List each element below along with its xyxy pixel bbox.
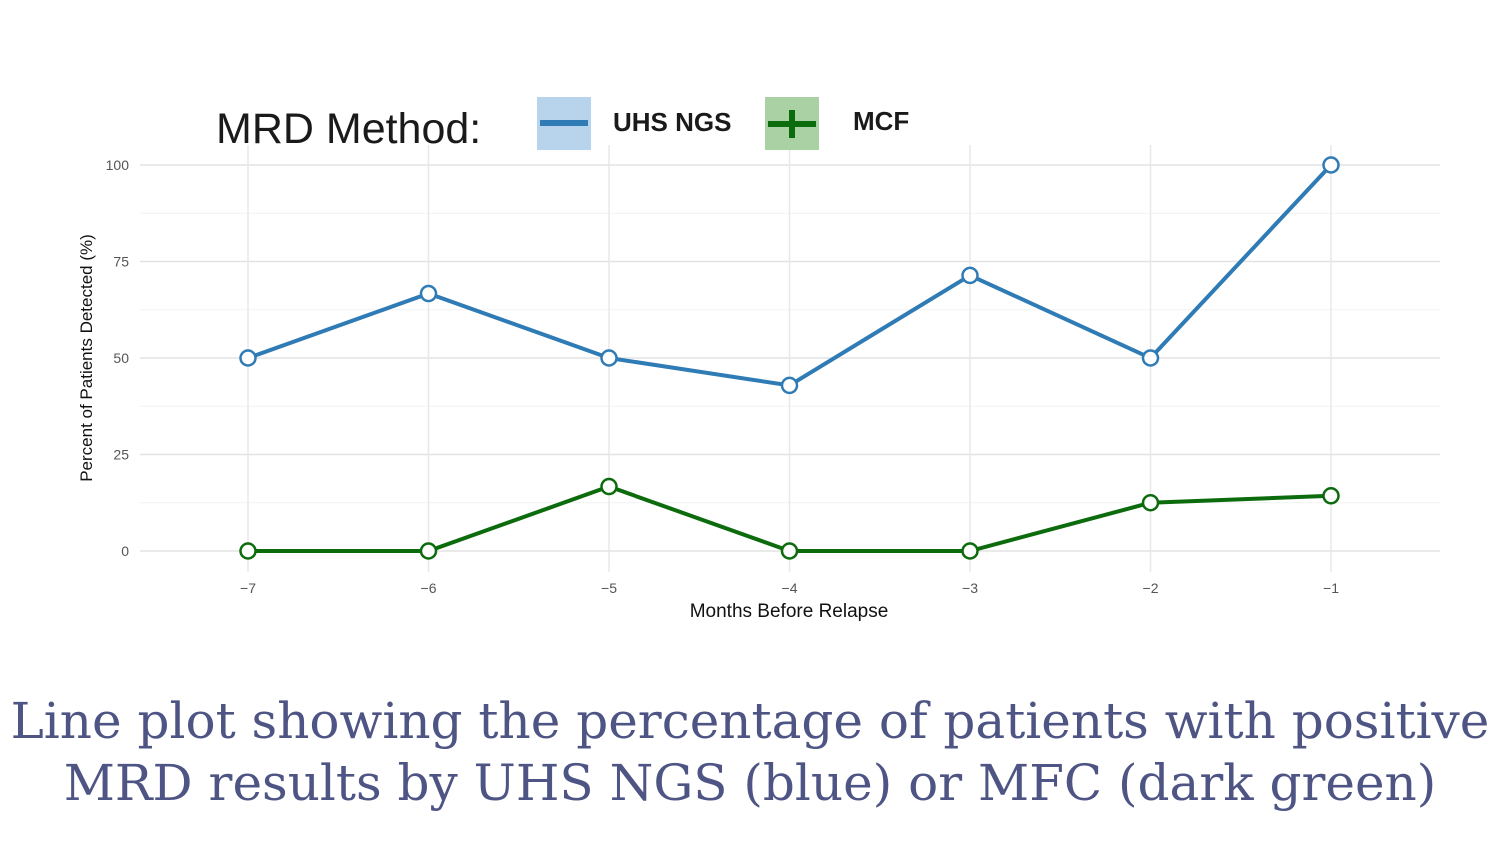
x-tick-label: −2 bbox=[1143, 580, 1159, 596]
x-axis-label: Months Before Relapse bbox=[690, 601, 889, 622]
data-point-uhs-ngs bbox=[600, 349, 618, 367]
data-point-uhs-ngs bbox=[1322, 156, 1340, 174]
caption-line-2: MRD results by UHS NGS (blue) or MFC (da… bbox=[63, 754, 1437, 812]
data-point-mcf bbox=[961, 542, 979, 560]
x-axis-ticks: −7 −6 −5 −4 −3 −2 −1 bbox=[240, 580, 1339, 596]
y-tick-label: 75 bbox=[113, 254, 129, 270]
x-tick-label: −7 bbox=[240, 580, 256, 596]
y-tick-label: 50 bbox=[113, 350, 129, 366]
data-point-uhs-ngs bbox=[961, 266, 979, 285]
y-tick-label: 25 bbox=[113, 447, 129, 463]
data-point-mcf bbox=[1141, 494, 1160, 512]
caption-line-1: Line plot showing the percentage of pati… bbox=[10, 692, 1490, 750]
y-tick-label: 100 bbox=[106, 157, 130, 173]
series-layer bbox=[239, 156, 1340, 560]
data-point-uhs-ngs bbox=[239, 349, 257, 367]
data-point-uhs-ngs bbox=[780, 376, 799, 395]
figure-caption: Line plot showing the percentage of pati… bbox=[0, 690, 1500, 814]
data-point-mcf bbox=[239, 542, 257, 560]
y-axis-ticks: 0 25 50 75 100 bbox=[106, 157, 130, 559]
grid bbox=[140, 145, 1440, 572]
legend-label-uhs-ngs: UHS NGS bbox=[613, 107, 731, 137]
x-tick-label: −4 bbox=[782, 580, 798, 596]
data-point-mcf bbox=[1322, 487, 1340, 505]
data-point-mcf bbox=[780, 542, 799, 560]
y-tick-label: 0 bbox=[121, 543, 129, 559]
x-tick-label: −1 bbox=[1323, 580, 1339, 596]
x-tick-label: −3 bbox=[962, 580, 978, 596]
line-chart: 0 25 50 75 100 −7 −6 −5 −4 −3 −2 −1 Percent of Pat… bbox=[77, 97, 1440, 622]
legend: MRD Method: UHS NGS MCF bbox=[216, 97, 909, 153]
data-point-uhs-ngs bbox=[1141, 349, 1160, 367]
x-tick-label: −6 bbox=[421, 580, 437, 596]
y-axis-label: Percent of Patients Detected (%) bbox=[77, 234, 96, 482]
legend-title: MRD Method: bbox=[216, 105, 481, 153]
legend-label-mcf: MCF bbox=[853, 106, 909, 136]
x-tick-label: −5 bbox=[601, 580, 617, 596]
data-point-mcf bbox=[600, 477, 618, 496]
data-point-mcf bbox=[419, 542, 438, 560]
data-point-uhs-ngs bbox=[419, 284, 438, 303]
